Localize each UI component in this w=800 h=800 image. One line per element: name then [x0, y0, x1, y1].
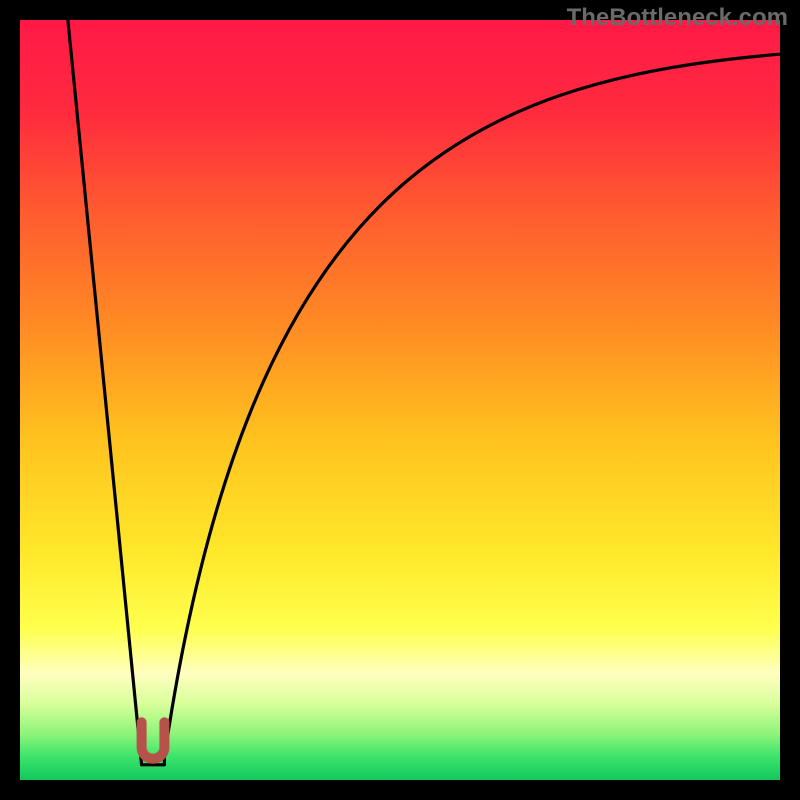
figure-root: TheBottleneck.com [0, 0, 800, 800]
plot-svg [20, 20, 780, 780]
plot-area [20, 20, 780, 780]
gradient-background [20, 20, 780, 780]
watermark-label: TheBottleneck.com [567, 4, 788, 32]
